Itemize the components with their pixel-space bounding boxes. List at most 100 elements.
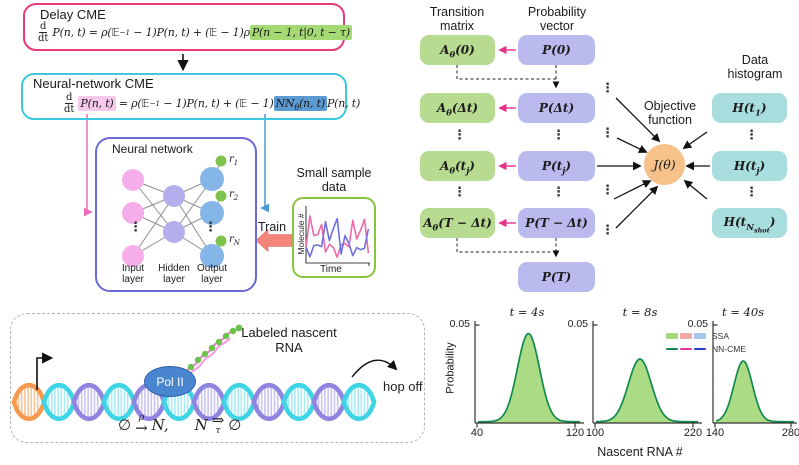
ssa-distribution-fill bbox=[478, 333, 581, 423]
flow-ellipsis: ⋮ bbox=[601, 126, 614, 141]
legend-label: SSA bbox=[712, 331, 730, 341]
probability-vector-header: Probability vector bbox=[527, 5, 587, 33]
derivative-fraction: d dt bbox=[38, 21, 49, 44]
reaction-scheme: ∅ ρ → N, N ⇒ τ ∅ bbox=[118, 411, 242, 437]
legend-patch-swatch bbox=[694, 332, 706, 340]
chart1-xtick-min: 40 bbox=[470, 427, 484, 439]
matrix-ellipsis: ⋮ bbox=[453, 185, 466, 200]
dna-helix bbox=[11, 383, 377, 421]
distribution-charts bbox=[474, 321, 797, 428]
delay-term-highlight: P(n − 1, t|0, t − τ) bbox=[249, 25, 352, 40]
vector-node-T: P(T) bbox=[518, 262, 595, 292]
chart3-title: t = 40s bbox=[721, 305, 765, 319]
chart2-xtick-min: 100 bbox=[585, 427, 605, 439]
charts-xlabel: Nascent RNA # bbox=[597, 445, 683, 459]
network-nodes bbox=[122, 155, 227, 268]
objective-function-node: J(θ) bbox=[644, 144, 685, 185]
sample-ylabel: Molecule # bbox=[296, 213, 306, 255]
nn-cme-curve bbox=[595, 358, 698, 423]
flow-ellipsis: ⋮ bbox=[601, 183, 614, 198]
trajectory bbox=[305, 215, 370, 258]
chart-axes bbox=[474, 321, 584, 428]
ssa-distribution-fill bbox=[596, 359, 699, 423]
chart1-ytick: 0.05 bbox=[449, 318, 470, 330]
probability-highlight: P(n, t) bbox=[78, 96, 116, 111]
charts-ylabel: Probability bbox=[444, 342, 457, 394]
sample-plot-axes bbox=[305, 206, 370, 266]
matrix-ellipsis: ⋮ bbox=[453, 128, 466, 143]
delay-degradation-arrow: ⇒ τ bbox=[211, 411, 225, 436]
nn-term-highlight: NNθ(n, t) bbox=[273, 96, 327, 113]
vector-node-tj: P(tj) bbox=[518, 151, 595, 181]
pol-ii-label: Pol II bbox=[144, 366, 196, 397]
objective-input-arrows bbox=[597, 97, 710, 229]
neural-network-panel bbox=[95, 137, 257, 292]
legend-label: NN-CME bbox=[712, 344, 746, 354]
rate-label-r1: r1 bbox=[229, 154, 239, 167]
ssa-distribution-fill bbox=[716, 361, 794, 423]
chart3-xtick-max: 280 bbox=[781, 427, 799, 439]
neural-network-title: Neural network bbox=[112, 142, 193, 156]
nncme-equation: d dt P(n, t) = ρ(𝔼 −1 − 1)P(n, t) + (𝔼 − 1)… bbox=[64, 92, 361, 115]
rna-labels-beads bbox=[187, 324, 243, 371]
labeled-nascent-rna-label: Labeled nascent RNA bbox=[241, 325, 337, 355]
chart1-title: t = 4s bbox=[509, 305, 545, 319]
trajectory bbox=[305, 217, 370, 258]
rate-label-rN: rN bbox=[229, 234, 240, 247]
input-ellipsis: ⋮ bbox=[129, 220, 142, 235]
chart-axes bbox=[712, 321, 797, 428]
chart2-title: t = 8s bbox=[622, 305, 658, 319]
small-sample-panel bbox=[292, 197, 376, 278]
delay-cme-equation: d dt P(n, t) = ρ(𝔼 −1 − 1)P(n, t) + (𝔼 − 1)… bbox=[38, 21, 352, 44]
vector-ellipsis: ⋮ bbox=[552, 128, 565, 143]
legend-dash-swatch bbox=[680, 347, 692, 351]
matrix-node-dt: Aθ(Δt) bbox=[420, 93, 495, 123]
output-ellipsis: ⋮ bbox=[204, 220, 217, 235]
chart2-ytick: 0.05 bbox=[567, 318, 588, 330]
nncme-panel bbox=[21, 73, 347, 120]
flow-ellipsis: ⋮ bbox=[601, 223, 614, 238]
legend-dash-swatch bbox=[694, 347, 706, 351]
transition-matrix-header: Transition matrix bbox=[429, 5, 485, 33]
derivative-fraction: d dt bbox=[64, 92, 75, 115]
vector-to-matrix-arrows bbox=[498, 45, 516, 228]
propagation-dashed-connectors bbox=[456, 65, 560, 258]
matrix-node-T-dt: Aθ(T − Δt) bbox=[420, 208, 495, 238]
vector-node-T-dt: P(T − Δt) bbox=[518, 208, 595, 238]
legend-patch-swatch bbox=[680, 332, 692, 340]
small-sample-title: Small sample data bbox=[296, 166, 372, 194]
nn-cme-curve bbox=[478, 332, 580, 423]
train-arrow bbox=[255, 228, 293, 253]
rate-label-r2: r2 bbox=[229, 189, 239, 202]
chart1-xtick-max: 120 bbox=[565, 427, 585, 439]
objective-function-header: Objective function bbox=[643, 99, 697, 127]
birth-arrow: ρ → bbox=[135, 412, 148, 437]
matrix-node-tj: Aθ(tj) bbox=[420, 151, 495, 181]
legend-row: NN-CME bbox=[666, 344, 746, 354]
vector-ellipsis: ⋮ bbox=[552, 185, 565, 200]
flow-ellipsis: ⋮ bbox=[601, 81, 614, 96]
gene-schematic-panel bbox=[10, 313, 425, 443]
nncme-title: Neural-network CME bbox=[33, 76, 154, 91]
chart-legend: SSA NN-CME bbox=[666, 331, 746, 357]
sample-xlabel: Time bbox=[320, 264, 342, 275]
train-label: Train bbox=[258, 220, 287, 234]
hist-ellipsis: ⋮ bbox=[745, 128, 758, 143]
hidden-layer-label: Hidden layer bbox=[158, 263, 190, 285]
legend-patch-swatch bbox=[666, 332, 678, 340]
hist-node-t1: H(t1) bbox=[712, 93, 787, 123]
legend-row: SSA bbox=[666, 331, 746, 341]
hop-off-label: hop off bbox=[383, 379, 423, 394]
chart3-ytick: 0.05 bbox=[687, 318, 708, 330]
nn-cme-curve bbox=[715, 360, 794, 423]
chart2-xtick-max: 220 bbox=[683, 427, 703, 439]
vector-node-0: P(0) bbox=[518, 35, 595, 65]
hist-ellipsis: ⋮ bbox=[745, 185, 758, 200]
hist-node-tj: H(tj) bbox=[712, 151, 787, 181]
output-layer-label: Output layer bbox=[196, 263, 228, 285]
chart3-xtick-min: 140 bbox=[705, 427, 725, 439]
hist-node-tNshot: H(tNshot) bbox=[712, 208, 787, 238]
promoter-arrow bbox=[36, 352, 54, 390]
